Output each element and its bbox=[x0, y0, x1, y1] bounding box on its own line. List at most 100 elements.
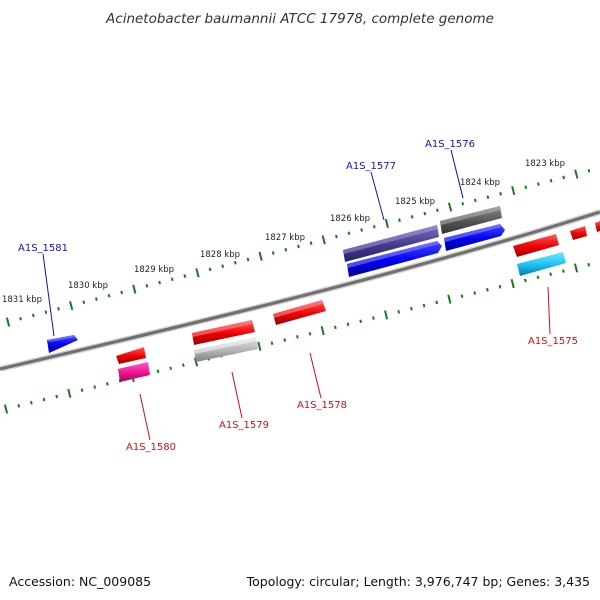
gene-a1s-1579-upper[interactable] bbox=[192, 320, 255, 345]
minor-tick bbox=[106, 382, 109, 386]
major-tick bbox=[3, 404, 9, 414]
minor-tick bbox=[31, 313, 35, 318]
minor-tick bbox=[461, 201, 465, 206]
kbp-label-1826: 1826 kbp bbox=[330, 214, 370, 224]
major-tick bbox=[447, 294, 452, 304]
gene-label-a1s-1575[interactable]: A1S_1575 bbox=[528, 336, 578, 347]
minor-tick bbox=[524, 278, 527, 283]
minor-tick bbox=[270, 341, 274, 345]
minor-tick bbox=[562, 175, 566, 180]
gene-a1s-1581[interactable] bbox=[47, 335, 78, 353]
leader-a1s-1576 bbox=[450, 149, 464, 199]
gene-label-a1s-1581[interactable]: A1S_1581 bbox=[18, 243, 68, 254]
minor-tick bbox=[499, 192, 502, 196]
minor-tick bbox=[308, 331, 312, 336]
minor-tick bbox=[297, 244, 300, 249]
minor-tick bbox=[82, 300, 86, 305]
major-tick bbox=[258, 251, 263, 261]
minor-tick bbox=[473, 198, 477, 203]
minor-tick bbox=[423, 211, 427, 216]
gene-a1s-1580-upper[interactable] bbox=[116, 347, 146, 364]
minor-tick bbox=[460, 294, 464, 298]
minor-tick bbox=[156, 369, 160, 374]
kbp-label-1824: 1824 kbp bbox=[460, 178, 500, 188]
major-tick bbox=[132, 284, 137, 294]
forward-tick-track bbox=[5, 169, 591, 327]
leader-a1s-1580 bbox=[139, 393, 151, 441]
kbp-label-1827: 1827 kbp bbox=[265, 233, 305, 243]
minor-tick bbox=[372, 224, 376, 229]
gene-a1s-1575-upper[interactable] bbox=[513, 234, 559, 257]
gene-fragment-right-2[interactable] bbox=[595, 221, 600, 232]
major-tick bbox=[5, 317, 11, 327]
minor-tick bbox=[486, 288, 489, 292]
minor-tick bbox=[410, 215, 414, 219]
gene-a1s-1579-lower[interactable] bbox=[194, 337, 258, 362]
major-tick bbox=[384, 218, 389, 229]
minor-tick bbox=[296, 335, 299, 339]
gene-a1s-1577-upper[interactable] bbox=[343, 225, 439, 262]
leader-a1s-1575 bbox=[547, 286, 551, 335]
minor-tick bbox=[498, 284, 502, 289]
minor-tick bbox=[524, 185, 528, 190]
kbp-label-1825: 1825 kbp bbox=[395, 197, 435, 207]
gene-a1s-1576-upper[interactable] bbox=[440, 206, 502, 234]
minor-tick bbox=[246, 257, 250, 262]
minor-tick bbox=[221, 264, 225, 268]
gene-fragment-right-1[interactable] bbox=[570, 226, 587, 240]
gene-label-a1s-1579[interactable]: A1S_1579 bbox=[219, 420, 269, 431]
minor-tick bbox=[397, 310, 401, 314]
major-tick bbox=[511, 185, 516, 196]
major-tick bbox=[447, 202, 453, 212]
minor-tick bbox=[158, 280, 161, 285]
major-tick bbox=[195, 268, 200, 278]
kbp-label-1829: 1829 kbp bbox=[134, 265, 174, 275]
major-tick bbox=[574, 169, 579, 179]
minor-tick bbox=[473, 291, 477, 295]
minor-tick bbox=[19, 316, 22, 321]
gene-a1s-1576-lower[interactable] bbox=[444, 224, 505, 251]
minor-tick bbox=[587, 169, 591, 173]
kbp-label-1828: 1828 kbp bbox=[200, 250, 240, 260]
minor-tick bbox=[120, 290, 124, 295]
minor-tick bbox=[587, 262, 591, 267]
gene-a1s-1580-lower[interactable] bbox=[118, 362, 150, 382]
minor-tick bbox=[107, 293, 111, 298]
minor-tick bbox=[486, 195, 490, 199]
leader-a1s-1577 bbox=[370, 171, 385, 221]
gene-a1s-1578[interactable] bbox=[273, 300, 326, 325]
minor-tick bbox=[169, 366, 173, 371]
major-tick bbox=[67, 388, 72, 398]
minor-tick bbox=[145, 284, 149, 288]
minor-tick bbox=[30, 400, 33, 405]
minor-tick bbox=[334, 325, 337, 330]
leader-a1s-1581 bbox=[42, 253, 55, 337]
minor-tick bbox=[549, 178, 553, 183]
gene-label-a1s-1578[interactable]: A1S_1578 bbox=[297, 400, 347, 411]
minor-tick bbox=[233, 261, 237, 265]
gene-a1s-1577-lower[interactable] bbox=[347, 241, 442, 277]
minor-tick bbox=[435, 300, 439, 305]
minor-tick bbox=[284, 247, 288, 252]
gene-label-a1s-1576[interactable]: A1S_1576 bbox=[425, 139, 475, 150]
minor-tick bbox=[208, 267, 212, 272]
gene-a1s-1575-lower[interactable] bbox=[517, 252, 566, 276]
minor-tick bbox=[360, 228, 363, 232]
genome-backbone-core bbox=[0, 210, 600, 371]
accession-text: Accession: NC_009085 bbox=[9, 574, 151, 589]
leader-a1s-1578 bbox=[309, 352, 322, 399]
minor-tick bbox=[436, 208, 439, 213]
minor-tick bbox=[346, 322, 350, 327]
minor-tick bbox=[283, 338, 287, 342]
minor-tick bbox=[55, 394, 59, 399]
minor-tick bbox=[42, 397, 46, 402]
minor-tick bbox=[182, 363, 185, 367]
gene-label-a1s-1580[interactable]: A1S_1580 bbox=[126, 442, 176, 453]
gene-label-a1s-1577[interactable]: A1S_1577 bbox=[346, 161, 396, 172]
minor-tick bbox=[93, 385, 97, 389]
major-tick bbox=[69, 300, 74, 311]
major-tick bbox=[321, 235, 326, 245]
minor-tick bbox=[410, 306, 413, 311]
minor-tick bbox=[562, 269, 565, 273]
